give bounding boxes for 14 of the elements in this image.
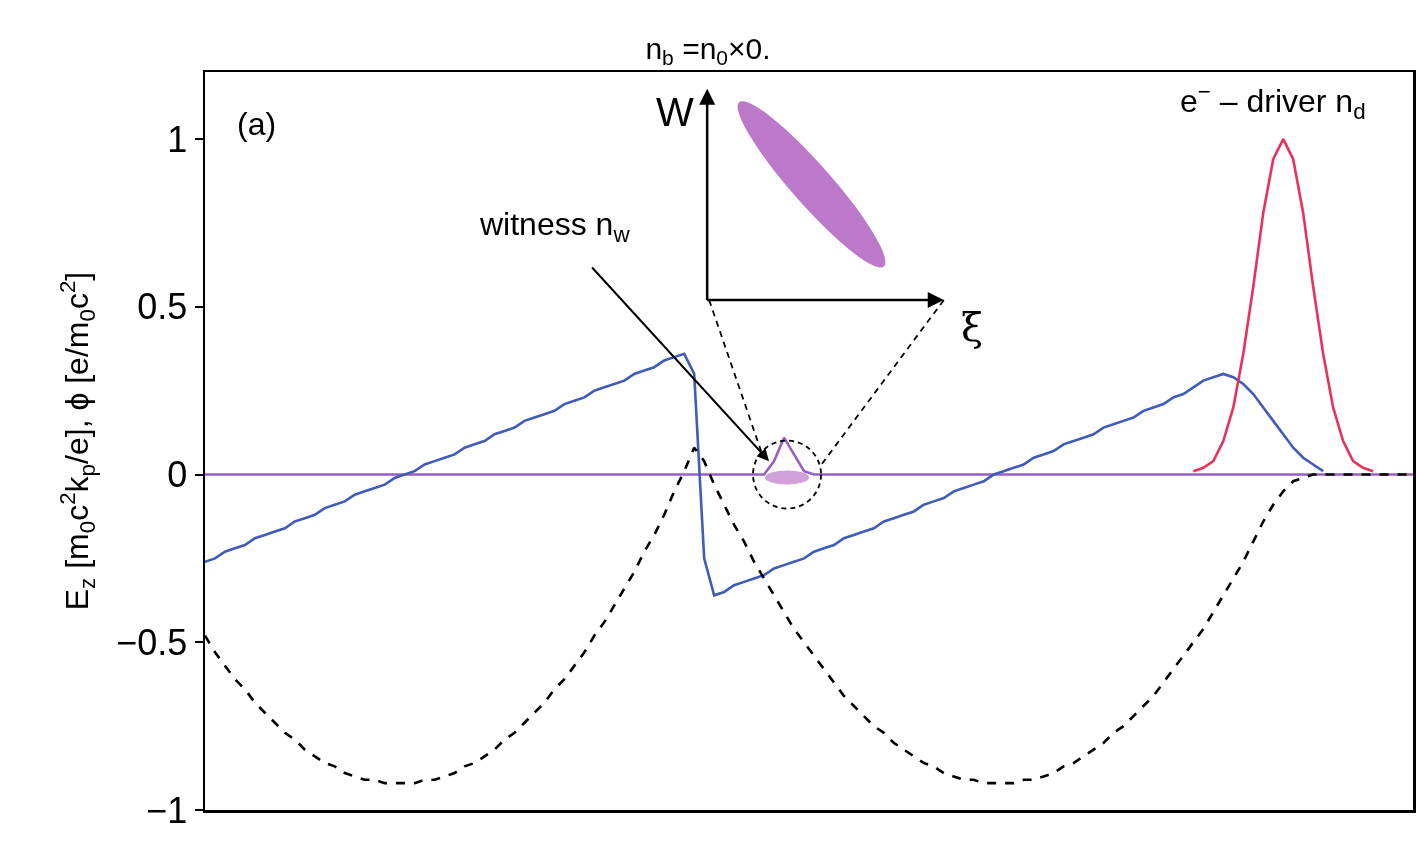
annotation: W <box>656 90 694 134</box>
y-tick-label: 0 <box>167 454 188 496</box>
annotation: ξ <box>961 304 984 350</box>
annotation: (a) <box>237 106 277 142</box>
line-series <box>205 436 1413 476</box>
line-series <box>1192 137 1375 473</box>
annotation: e$^{−}$ – driver n$_{d}$ <box>1180 79 1366 125</box>
chart-title: n$_{b}$ =n$_{0}$×0. <box>645 31 771 70</box>
annotation: witness n$_{w}$ <box>479 206 631 247</box>
line-series <box>205 352 1325 597</box>
y-tick-label: 0.5 <box>137 286 188 328</box>
y-tick-label: −1 <box>146 789 188 831</box>
y-tick-label: 1 <box>167 118 188 160</box>
y-tick-label: −0.5 <box>116 621 188 663</box>
